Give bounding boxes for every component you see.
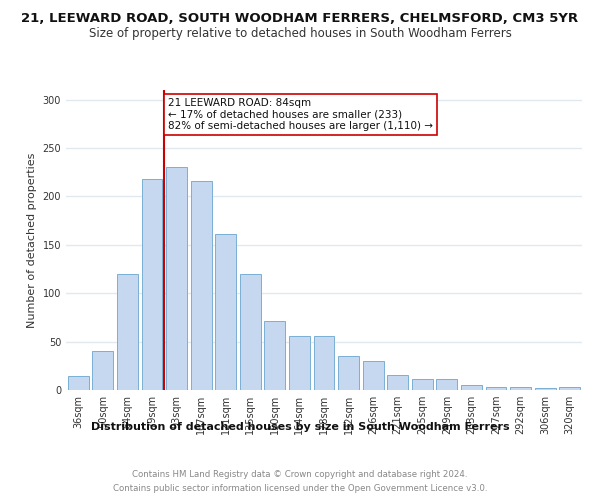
Y-axis label: Number of detached properties: Number of detached properties	[27, 152, 37, 328]
Bar	[314, 336, 334, 390]
Text: Contains HM Land Registry data © Crown copyright and database right 2024.: Contains HM Land Registry data © Crown c…	[132, 470, 468, 479]
Bar	[338, 356, 359, 390]
Bar	[387, 376, 408, 390]
Bar	[191, 181, 212, 390]
Bar	[559, 387, 580, 390]
Bar	[485, 387, 506, 390]
Bar	[535, 388, 556, 390]
Bar	[289, 336, 310, 390]
Text: Size of property relative to detached houses in South Woodham Ferrers: Size of property relative to detached ho…	[89, 28, 511, 40]
Bar	[117, 274, 138, 390]
Bar	[142, 179, 163, 390]
Bar	[240, 274, 261, 390]
Bar	[510, 387, 531, 390]
Bar	[412, 380, 433, 390]
Bar	[461, 385, 482, 390]
Text: 21 LEEWARD ROAD: 84sqm
← 17% of detached houses are smaller (233)
82% of semi-de: 21 LEEWARD ROAD: 84sqm ← 17% of detached…	[168, 98, 433, 131]
Bar	[92, 352, 113, 390]
Bar	[215, 234, 236, 390]
Bar	[362, 361, 383, 390]
Bar	[436, 380, 457, 390]
Bar	[68, 376, 89, 390]
Bar	[166, 168, 187, 390]
Text: Contains public sector information licensed under the Open Government Licence v3: Contains public sector information licen…	[113, 484, 487, 493]
Text: Distribution of detached houses by size in South Woodham Ferrers: Distribution of detached houses by size …	[91, 422, 509, 432]
Text: 21, LEEWARD ROAD, SOUTH WOODHAM FERRERS, CHELMSFORD, CM3 5YR: 21, LEEWARD ROAD, SOUTH WOODHAM FERRERS,…	[22, 12, 578, 26]
Bar	[265, 322, 286, 390]
